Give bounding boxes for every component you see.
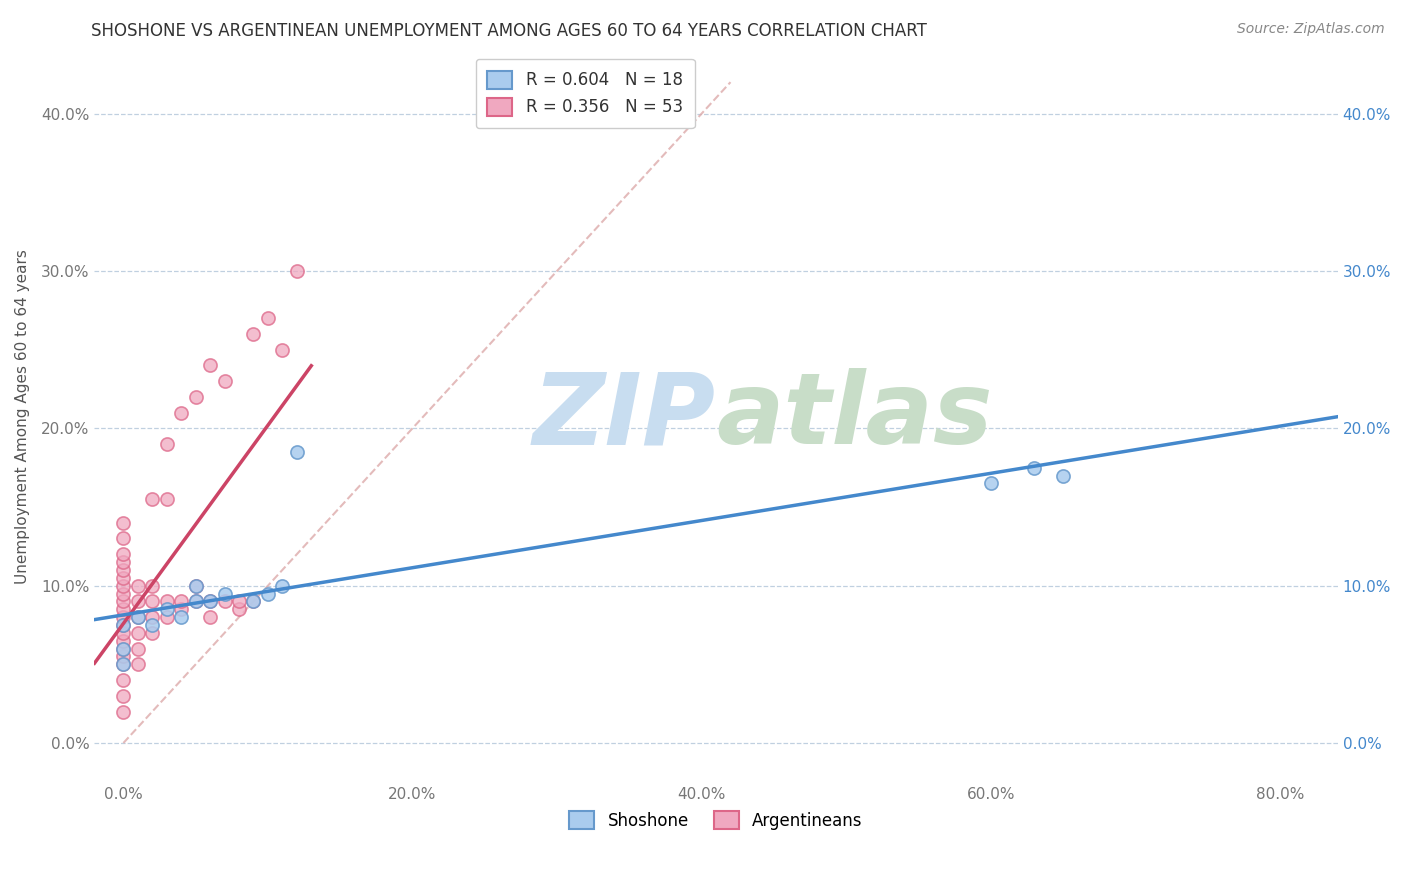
Point [112, 673, 135, 687]
Point [170, 594, 193, 608]
Legend: Shoshone, Argentineans: Shoshone, Argentineans [562, 805, 869, 836]
Point [112, 657, 135, 672]
Text: SHOSHONE VS ARGENTINEAN UNEMPLOYMENT AMONG AGES 60 TO 64 YEARS CORRELATION CHART: SHOSHONE VS ARGENTINEAN UNEMPLOYMENT AMO… [91, 22, 928, 40]
Point [112, 641, 135, 656]
Point [112, 586, 135, 600]
Point [127, 641, 149, 656]
Point [198, 594, 221, 608]
Point [141, 618, 163, 632]
Point [112, 649, 135, 664]
Point [127, 579, 149, 593]
Point [285, 445, 308, 459]
Point [127, 610, 149, 624]
Point [112, 641, 135, 656]
Point [112, 555, 135, 569]
Point [112, 625, 135, 640]
Point [141, 625, 163, 640]
Point [257, 586, 280, 600]
Point [1052, 468, 1074, 483]
Point [156, 594, 179, 608]
Point [141, 594, 163, 608]
Point [112, 689, 135, 703]
Point [228, 594, 250, 608]
Point [112, 705, 135, 719]
Point [127, 594, 149, 608]
Point [141, 579, 163, 593]
Point [112, 610, 135, 624]
Point [112, 579, 135, 593]
Text: atlas: atlas [716, 368, 993, 465]
Point [156, 610, 179, 624]
Point [980, 476, 1002, 491]
Point [214, 374, 236, 388]
Point [214, 586, 236, 600]
Point [198, 359, 221, 373]
Point [127, 657, 149, 672]
Point [112, 516, 135, 530]
Point [112, 602, 135, 616]
Point [170, 406, 193, 420]
Point [112, 618, 135, 632]
Point [156, 602, 179, 616]
Point [112, 547, 135, 561]
Point [198, 610, 221, 624]
Point [285, 264, 308, 278]
Point [257, 311, 280, 326]
Text: Source: ZipAtlas.com: Source: ZipAtlas.com [1237, 22, 1385, 37]
Point [228, 602, 250, 616]
Point [242, 594, 264, 608]
Point [184, 594, 207, 608]
Point [141, 492, 163, 507]
Point [184, 390, 207, 404]
Point [214, 594, 236, 608]
Point [242, 326, 264, 341]
Point [127, 625, 149, 640]
Point [184, 594, 207, 608]
Point [156, 492, 179, 507]
Point [112, 594, 135, 608]
Point [271, 343, 294, 357]
Point [112, 571, 135, 585]
Point [242, 594, 264, 608]
Y-axis label: Unemployment Among Ages 60 to 64 years: Unemployment Among Ages 60 to 64 years [15, 249, 30, 584]
Point [127, 610, 149, 624]
Point [112, 618, 135, 632]
Point [170, 602, 193, 616]
Point [1022, 460, 1045, 475]
Text: ZIP: ZIP [533, 368, 716, 465]
Point [184, 579, 207, 593]
Point [112, 657, 135, 672]
Point [112, 563, 135, 577]
Point [170, 610, 193, 624]
Point [198, 594, 221, 608]
Point [112, 633, 135, 648]
Point [156, 437, 179, 451]
Point [112, 532, 135, 546]
Point [271, 579, 294, 593]
Point [184, 579, 207, 593]
Point [141, 610, 163, 624]
